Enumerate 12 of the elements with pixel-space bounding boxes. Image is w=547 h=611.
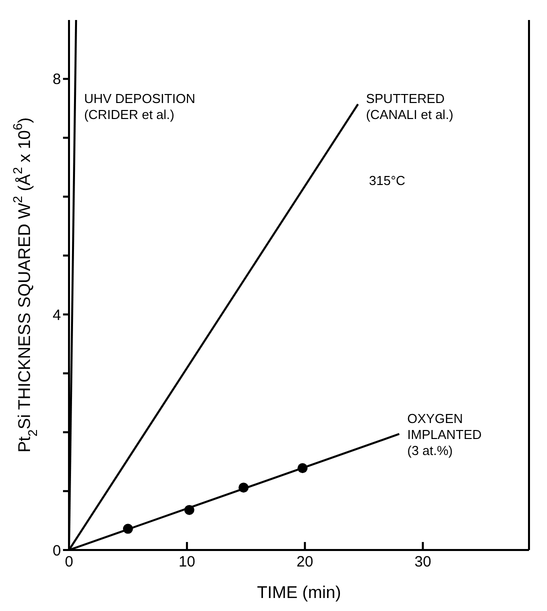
x-axis-title: TIME (min) bbox=[256, 583, 342, 602]
series-label: SPUTTERED (CANALI et al.) bbox=[366, 91, 454, 122]
x-tick-label: 20 bbox=[296, 554, 314, 571]
x-tick-label: 30 bbox=[414, 554, 432, 571]
y-tick-label: 8 bbox=[52, 71, 61, 88]
y-tick-label: 0 bbox=[52, 542, 61, 560]
series-label: OXYGEN IMPLANTED (3 at.%) bbox=[407, 410, 482, 458]
x-tick-label: 10 bbox=[178, 554, 196, 571]
series-label: UHV DEPOSITION (CRIDER et al.) bbox=[84, 91, 196, 122]
y-tick-label: 4 bbox=[52, 306, 61, 324]
x-tick-label: 0 bbox=[64, 554, 74, 571]
annotation: 315°C bbox=[369, 173, 406, 188]
